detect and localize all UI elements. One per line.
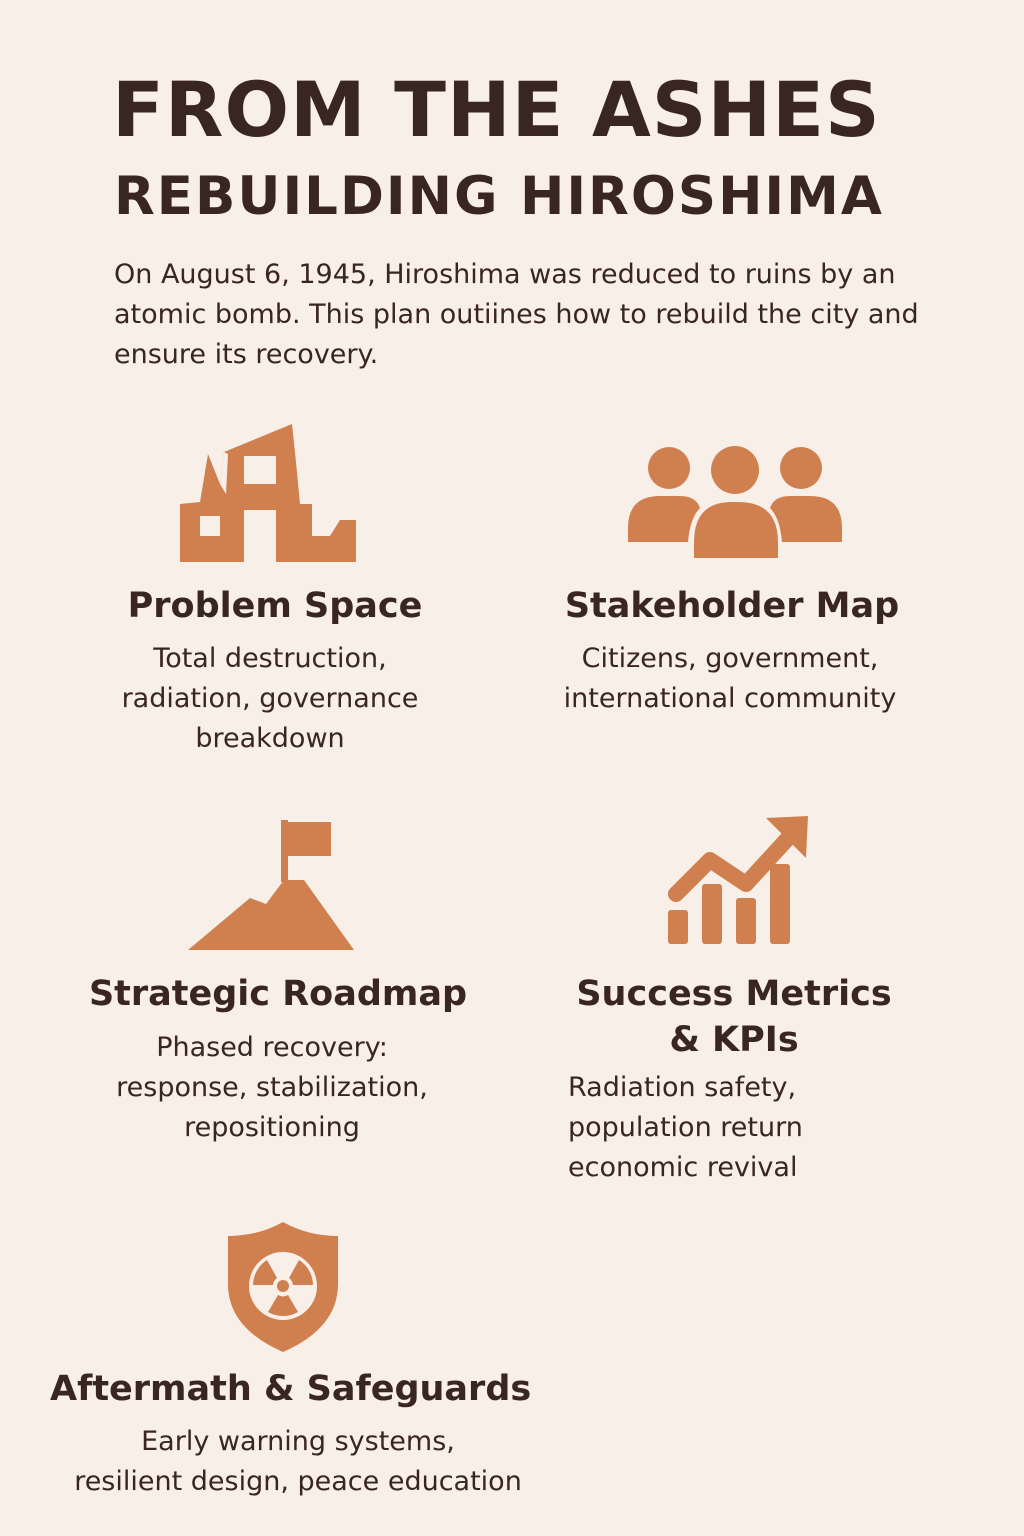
aftermath-safeguards-line: resilient design, peace education (74, 1466, 522, 1497)
problem-space-line: radiation, governance (121, 683, 419, 714)
problem-space-text: Total destruction, radiation, governance… (70, 639, 470, 759)
problem-space-title: Problem Space (127, 586, 423, 626)
strategic-roadmap-line: repositioning (184, 1112, 360, 1143)
stakeholder-map-text: Citizens, government, international comm… (530, 639, 930, 719)
page-title: FROM THE ASHES (112, 65, 881, 154)
success-metrics-line: Radiation safety, (568, 1072, 797, 1103)
stakeholder-map-line: international community (563, 683, 897, 714)
strategic-roadmap-text: Phased recovery: response, stabilization… (72, 1028, 472, 1148)
page-subtitle: REBUILDING HIROSHIMA (114, 166, 884, 227)
stakeholder-map-title: Stakeholder Map (564, 586, 900, 626)
aftermath-safeguards-line: Early warning systems, (141, 1426, 455, 1457)
ruined-building-icon (180, 424, 356, 562)
success-metrics-title: Success Metrics & KPIs (534, 971, 934, 1063)
problem-space-line: Total destruction, (153, 643, 387, 674)
success-metrics-title-line: & KPIs (669, 1020, 799, 1060)
strategic-roadmap-title: Strategic Roadmap (88, 974, 468, 1014)
aftermath-safeguards-text: Early warning systems, resilient design,… (50, 1422, 546, 1502)
success-metrics-line: economic revival (568, 1152, 798, 1183)
intro-paragraph: On August 6, 1945, Hiroshima was reduced… (114, 259, 919, 370)
strategic-roadmap-line: Phased recovery: (156, 1032, 388, 1063)
people-group-icon (628, 446, 842, 558)
success-metrics-title-line: Success Metrics (576, 974, 892, 1014)
strategic-roadmap-line: response, stabilization, (116, 1072, 428, 1103)
aftermath-safeguards-title: Aftermath & Safeguards (50, 1369, 532, 1409)
growth-chart-icon (668, 816, 808, 944)
success-metrics-text: Radiation safety, population return econ… (568, 1068, 968, 1188)
radiation-shield-icon (228, 1222, 338, 1352)
stakeholder-map-line: Citizens, government, (581, 643, 879, 674)
problem-space-line: breakdown (195, 723, 345, 754)
mountain-flag-icon (188, 820, 354, 950)
success-metrics-line: population return (568, 1112, 803, 1143)
